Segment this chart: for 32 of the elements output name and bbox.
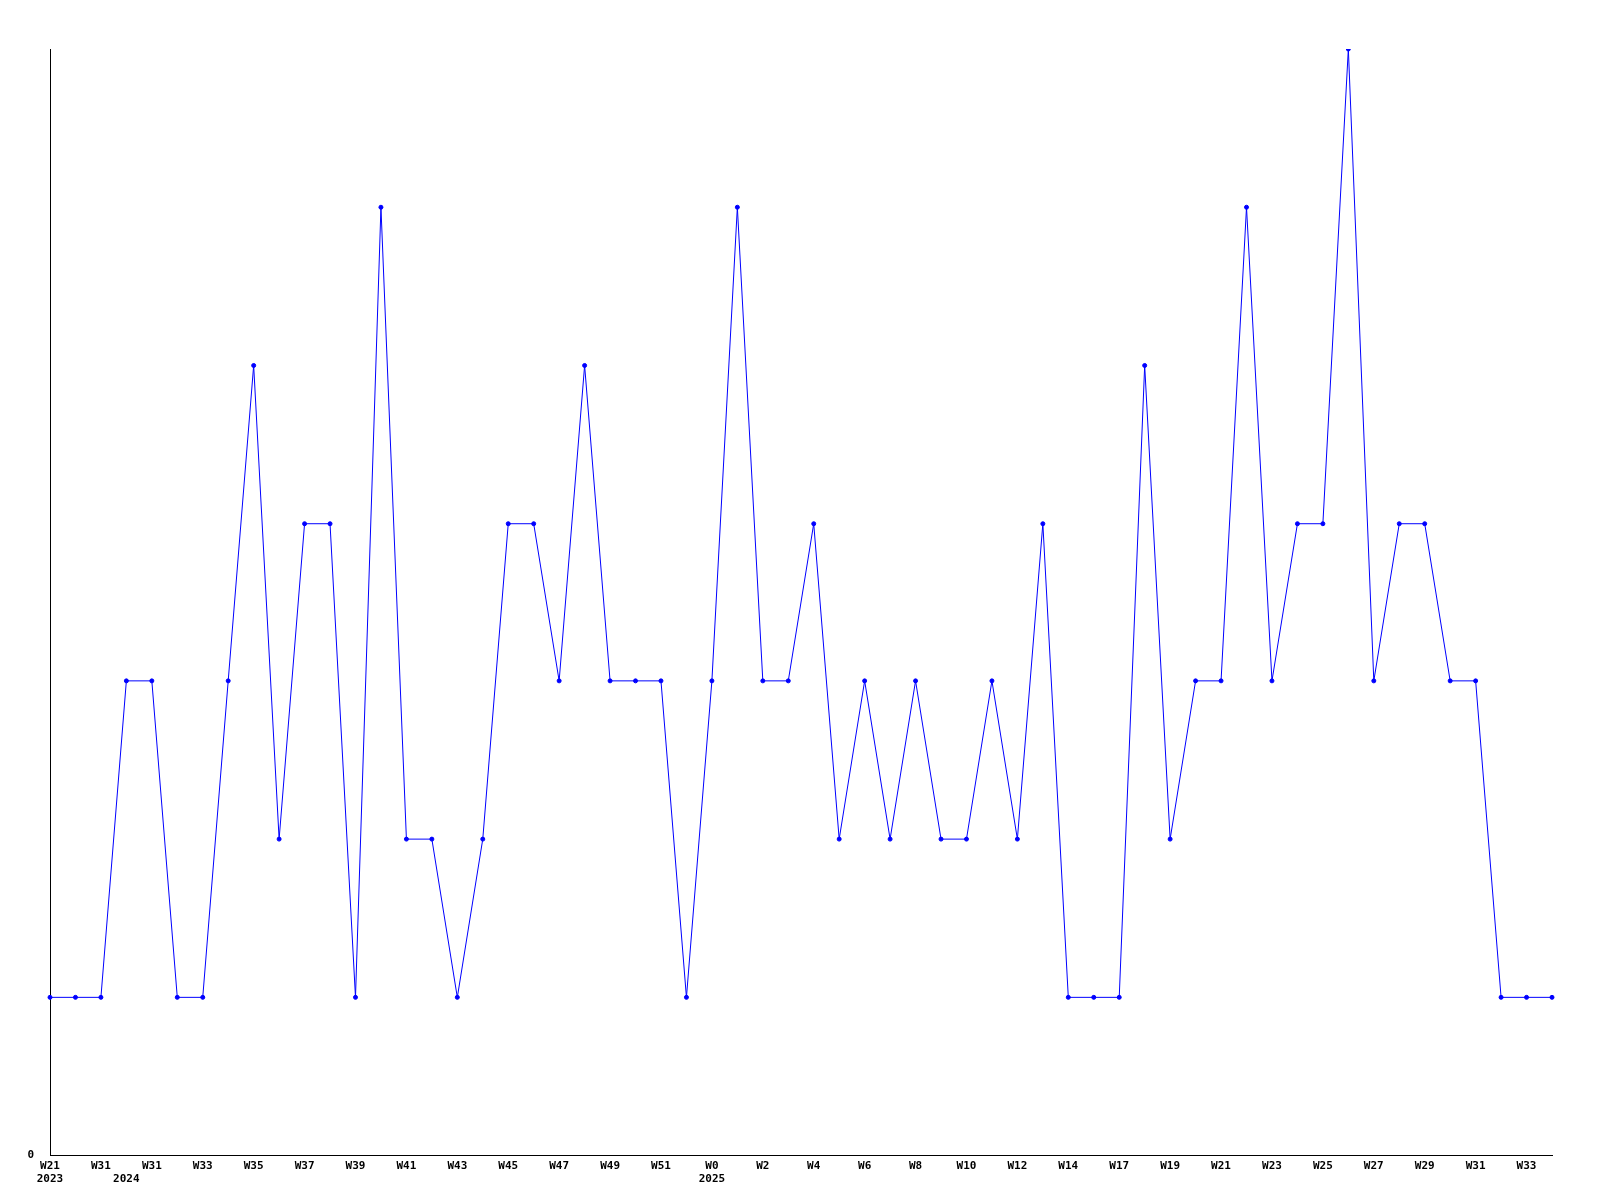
x-tick-label: W12 bbox=[1007, 1159, 1028, 1173]
x-tick-label: W17 bbox=[1109, 1159, 1130, 1173]
x-tick-label: W8 bbox=[908, 1159, 923, 1173]
x-tick-label: W43 bbox=[447, 1159, 468, 1173]
x-tick-label: W10 bbox=[956, 1159, 977, 1173]
x-tick-label: W33 bbox=[192, 1159, 213, 1173]
x-tick-label: W4 bbox=[807, 1159, 821, 1173]
x-tick-label: W29 bbox=[1414, 1159, 1435, 1173]
x-tick-label: W47 bbox=[549, 1159, 570, 1173]
x-tick-label: W2 bbox=[756, 1159, 770, 1173]
x-tick-label: W41 bbox=[396, 1159, 417, 1173]
x-tick-label: W45 bbox=[498, 1159, 519, 1173]
x-tick-label: W25 bbox=[1312, 1159, 1333, 1173]
x-tick-label: W49 bbox=[600, 1159, 621, 1173]
text: 0 bbox=[27, 1148, 34, 1162]
x-tick-label: W31 bbox=[1465, 1159, 1486, 1173]
x-tick-label: W27 bbox=[1363, 1159, 1384, 1173]
x-tick-label: W21 2023 bbox=[36, 1159, 64, 1186]
x-tick-label: W6 bbox=[858, 1159, 872, 1173]
x-tick-label: W33 bbox=[1516, 1159, 1537, 1173]
x-tick-label: W31 bbox=[90, 1159, 112, 1173]
x-tick-label: W39 bbox=[345, 1159, 366, 1173]
x-tick-label: W21 bbox=[1211, 1159, 1232, 1173]
x-tick-label: W14 bbox=[1058, 1159, 1079, 1173]
x-tick-label: W35 bbox=[243, 1159, 264, 1173]
x-tick-label: W31 bbox=[141, 1159, 163, 1173]
x-tick-label: W23 bbox=[1262, 1159, 1282, 1173]
x-tick-label: W0 2025 bbox=[698, 1159, 726, 1186]
x-tick-label: W19 bbox=[1160, 1159, 1181, 1173]
x-tick-label: W51 bbox=[651, 1159, 672, 1173]
x-tick-label: 2024 bbox=[113, 1172, 140, 1186]
x-tick-label: W37 bbox=[294, 1159, 315, 1173]
